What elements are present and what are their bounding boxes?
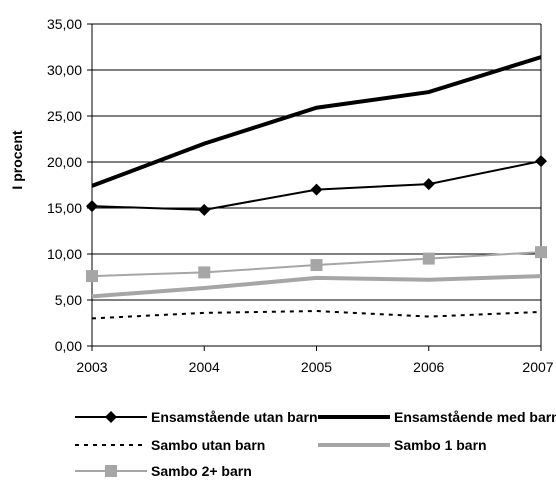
series-lines <box>86 55 547 320</box>
legend-item: Sambo utan barn <box>75 437 265 453</box>
y-tick-label: 35,00 <box>47 16 82 32</box>
series-4 <box>86 246 547 283</box>
legend-label: Sambo 1 barn <box>394 437 487 453</box>
data-point-marker <box>310 259 323 272</box>
data-point-marker <box>86 200 98 213</box>
y-tick-label: 30,00 <box>47 62 82 78</box>
y-tick-label: 20,00 <box>47 154 82 170</box>
series-line <box>91 310 542 320</box>
x-tick-label: 2005 <box>301 359 332 375</box>
legend-label: Ensamstående med barn <box>394 409 556 425</box>
legend-marker <box>105 411 117 423</box>
data-point-marker <box>535 155 547 168</box>
grid-lines <box>87 23 542 351</box>
x-axis-tick-labels: 2003 2004 2005 2006 2007 <box>76 359 553 375</box>
x-tick-label: 2006 <box>413 359 444 375</box>
legend: Ensamstående utan barn Ensamstående med b… <box>75 409 556 479</box>
legend-label: Ensamstående utan barn <box>151 409 318 425</box>
y-tick-label: 10,00 <box>47 246 82 262</box>
x-tick-label: 2003 <box>76 359 107 375</box>
x-tick-label: 2004 <box>189 359 220 375</box>
y-axis-label: I procent <box>9 130 25 189</box>
data-point-marker <box>422 178 435 191</box>
legend-label: Sambo 2+ barn <box>151 463 252 479</box>
series-1 <box>91 55 542 188</box>
y-tick-label: 25,00 <box>47 108 82 124</box>
y-tick-label: 0,00 <box>55 338 82 354</box>
data-point-marker <box>310 183 323 196</box>
series-3 <box>91 274 542 299</box>
series-line <box>91 274 542 299</box>
data-point-marker <box>422 252 435 265</box>
legend-item: Sambo 1 barn <box>318 437 487 453</box>
data-point-marker <box>198 203 211 216</box>
series-2 <box>91 310 542 320</box>
legend-item: Sambo 2+ barn <box>75 463 252 479</box>
data-point-marker <box>86 270 98 283</box>
data-point-marker <box>535 246 547 259</box>
y-tick-label: 5,00 <box>55 292 82 308</box>
legend-item: Ensamstående med barn <box>318 409 556 425</box>
y-axis-tick-labels: 0,00 5,00 10,00 15,00 20,00 25,00 30,00 35,00 <box>47 16 82 354</box>
legend-label: Sambo utan barn <box>151 437 265 453</box>
series-line <box>91 55 542 188</box>
x-tick-label: 2007 <box>522 359 553 375</box>
series-0 <box>86 155 547 216</box>
legend-marker <box>105 465 117 477</box>
y-tick-label: 15,00 <box>47 200 82 216</box>
legend-item: Ensamstående utan barn <box>75 409 318 425</box>
data-point-marker <box>198 266 211 279</box>
